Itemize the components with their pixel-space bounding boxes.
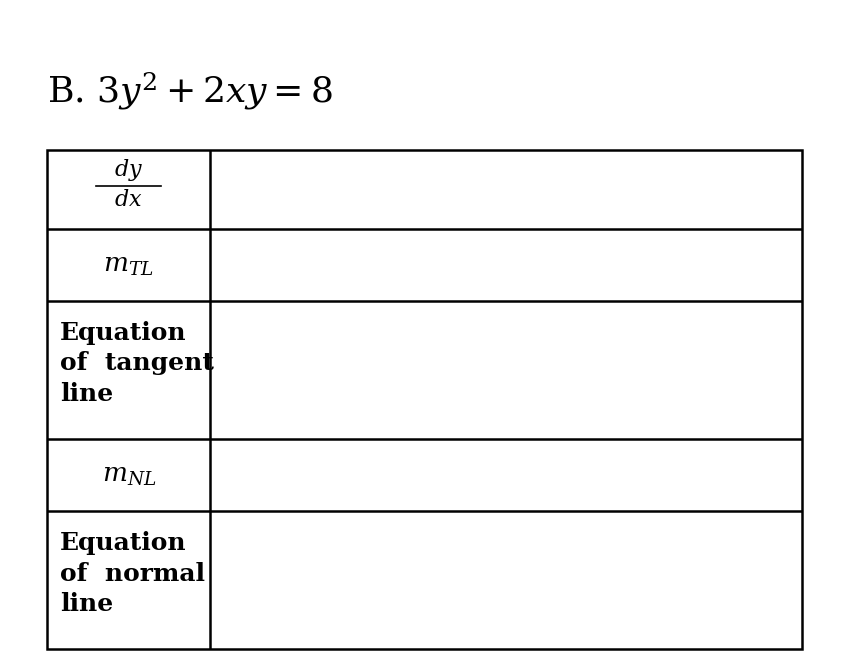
Text: $dy$: $dy$ — [114, 157, 143, 183]
Text: $dx$: $dx$ — [114, 188, 143, 210]
Bar — [47, 150, 802, 649]
Text: B. $3y^2 + 2xy = 8$: B. $3y^2 + 2xy = 8$ — [47, 70, 333, 112]
Text: Equation
of  normal
line: Equation of normal line — [60, 531, 205, 616]
Text: $m_{NL}$: $m_{NL}$ — [101, 462, 156, 488]
Text: $m_{TL}$: $m_{TL}$ — [104, 252, 154, 278]
Text: Equation
of  tangent
line: Equation of tangent line — [60, 321, 214, 406]
